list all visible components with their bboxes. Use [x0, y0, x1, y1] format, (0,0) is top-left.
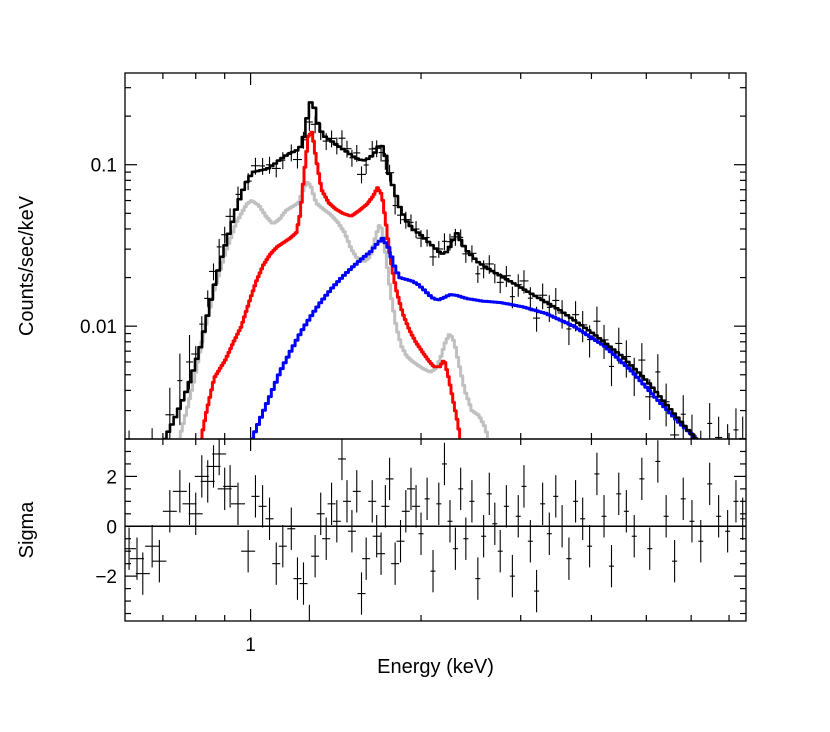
y-tick-label: 0.01: [80, 317, 117, 338]
residual-tick-labels: −2 0 2 1: [95, 467, 256, 656]
spectrum-panel: 0.01 0.1 Counts/sec/keV: [16, 72, 747, 440]
spectrum-plot-frame: [124, 72, 747, 440]
y-tick-label: −2: [95, 567, 117, 588]
y-axis-label-counts: Counts/sec/keV: [16, 195, 38, 336]
residual-panel: −2 0 2 1 Sigma Energy (keV): [16, 438, 747, 678]
residual-tick-marks: [125, 439, 746, 621]
spectrum-tick-marks: [125, 73, 746, 440]
x-tick-label: 1: [245, 635, 256, 656]
y-tick-label: 0.1: [91, 156, 117, 177]
y-tick-label: 2: [106, 467, 117, 488]
x-axis-label-energy: Energy (keV): [377, 656, 494, 678]
red-thermal-component-curve: [200, 130, 462, 439]
total-model-curve: [162, 101, 699, 439]
spectrum-tick-labels: 0.01 0.1: [80, 156, 117, 338]
blue-power-law-component-curve: [250, 236, 697, 439]
y-tick-label: 0: [106, 517, 117, 538]
cool-thermal-component-curve: [178, 181, 489, 439]
y-axis-label-sigma: Sigma: [16, 501, 38, 559]
spectrum-data-points: [128, 114, 746, 439]
spectrum-model-curves: [162, 101, 699, 439]
residual-data-points: [125, 439, 746, 621]
residual-plot-frame: [124, 438, 747, 622]
